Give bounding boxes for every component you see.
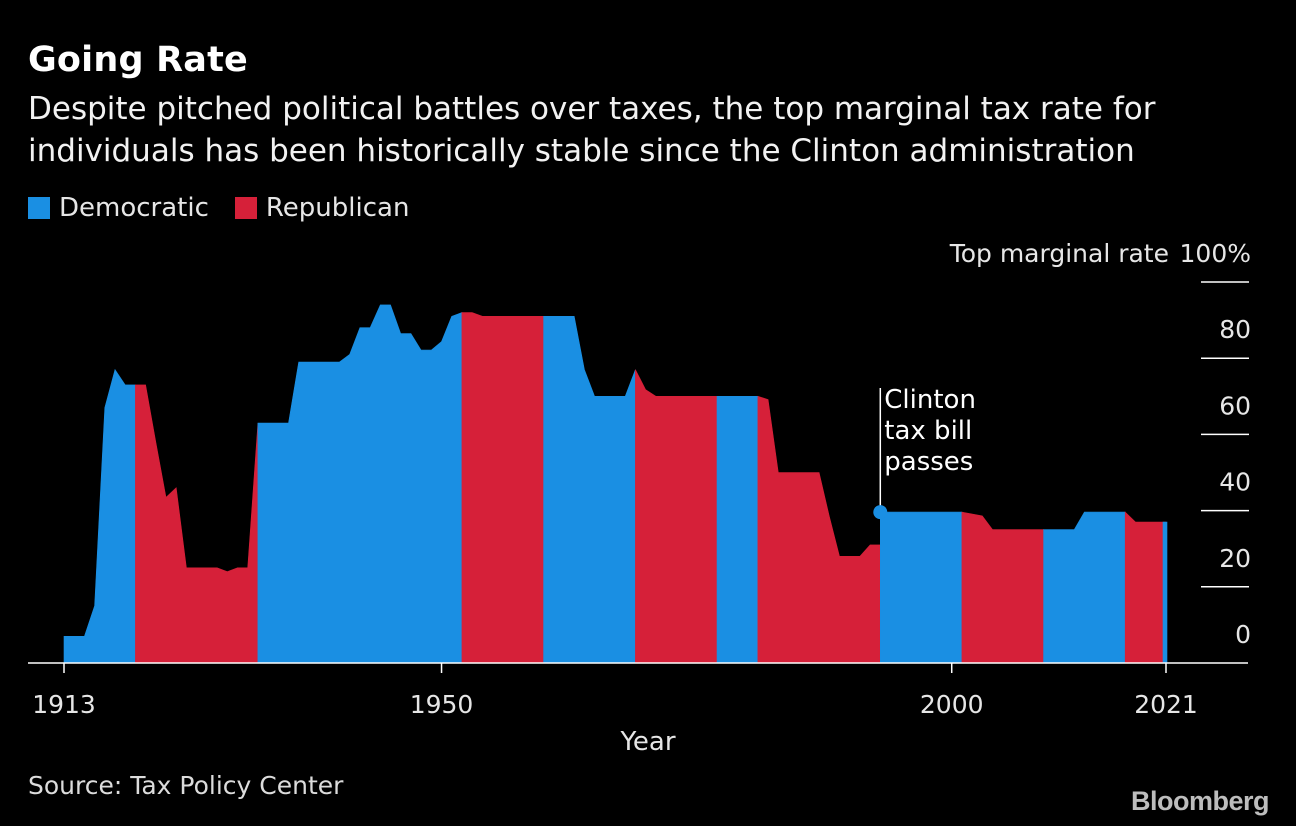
area-democratic-4	[543, 316, 636, 664]
x-axis: 1913 1950 2000 2021 Year	[28, 662, 1248, 757]
y-axis-label: Top marginal rate	[949, 239, 1169, 268]
legend-item-democratic: Democratic	[28, 193, 209, 223]
x-tick-label-1950: 1950	[410, 690, 474, 719]
area-republican-5	[635, 369, 718, 664]
area-republican-1	[135, 384, 259, 664]
legend-swatch-democratic	[28, 197, 50, 219]
legend-label-democratic: Democratic	[59, 193, 209, 223]
annotation-text-line-2: passes	[884, 447, 973, 477]
y-tick-label-20: 20	[1219, 544, 1251, 573]
y-tick-label-0: 0	[1235, 620, 1251, 649]
area-republican-3	[461, 312, 544, 664]
y-tick-label-80: 80	[1219, 315, 1251, 344]
source-note: Source: Tax Policy Center	[28, 771, 344, 800]
chart-title: Going Rate	[28, 40, 248, 80]
chart-subtitle: Despite pitched political battles over t…	[28, 91, 1156, 169]
area-democratic-0	[63, 368, 136, 664]
area-republican-7	[757, 395, 881, 664]
annotation-text-line-0: Clinton	[884, 385, 976, 415]
legend: Democratic Republican	[28, 193, 435, 223]
area-series-group	[63, 304, 1168, 664]
x-tick-label-2021: 2021	[1134, 690, 1198, 719]
legend-swatch-republican	[234, 197, 257, 219]
y-tick-label-100: 100%	[1180, 239, 1251, 268]
legend-item-republican: Republican	[234, 193, 410, 223]
y-axis: 0 20 40 60 80 100% Top marginal rate	[949, 239, 1251, 649]
annotation-text-line-1: tax bill	[884, 416, 972, 446]
legend-label-republican: Republican	[265, 193, 410, 223]
area-republican-9	[961, 511, 1044, 664]
area-democratic-10	[1043, 511, 1126, 664]
area-democratic-12	[1162, 521, 1168, 664]
area-democratic-2	[257, 304, 463, 664]
x-axis-label: Year	[619, 727, 675, 757]
x-tick-label-1913: 1913	[32, 690, 96, 719]
area-republican-11	[1124, 511, 1167, 664]
y-tick-label-60: 60	[1219, 391, 1251, 420]
area-democratic-8	[879, 511, 963, 664]
y-tick-label-40: 40	[1219, 468, 1251, 497]
bloomberg-logo: Bloomberg	[1130, 786, 1270, 816]
annotation-marker	[873, 505, 888, 520]
x-tick-label-2000: 2000	[920, 690, 984, 719]
area-democratic-6	[716, 396, 759, 664]
